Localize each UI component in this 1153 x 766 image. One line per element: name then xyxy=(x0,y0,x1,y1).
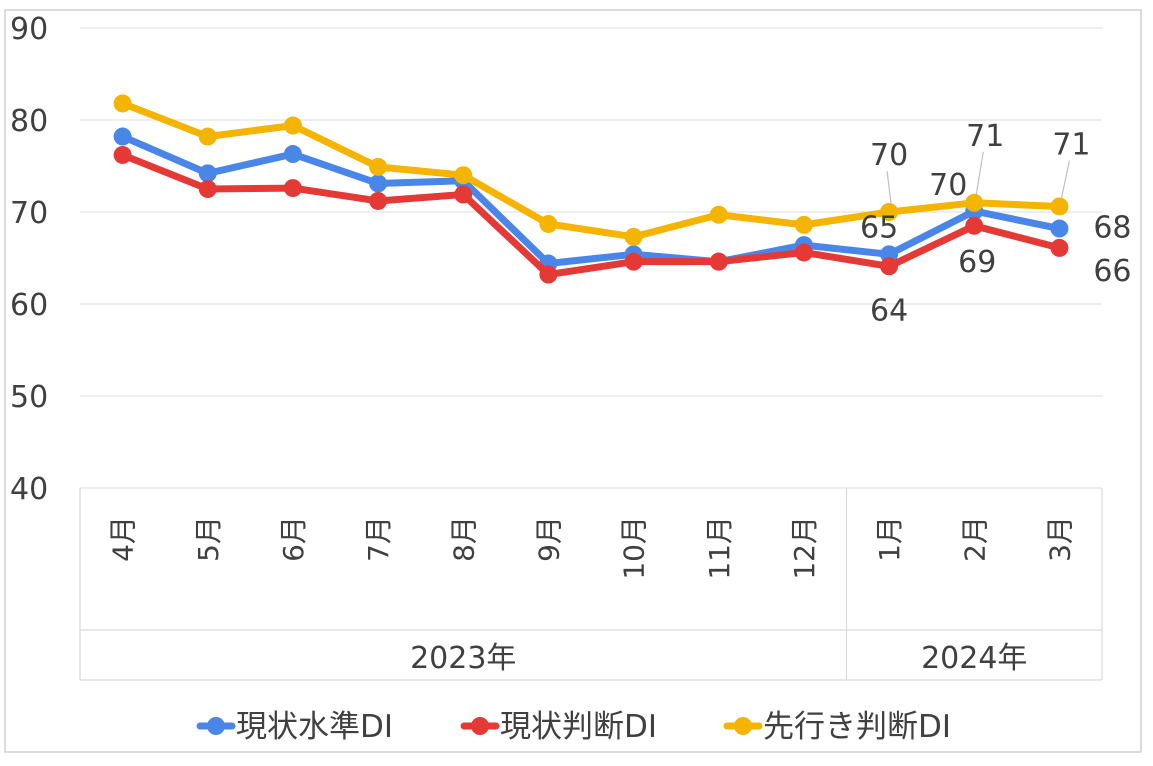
group-label: 2023年 xyxy=(410,641,516,676)
x-tick-label: 6月 xyxy=(277,516,310,562)
x-tick-label: 2月 xyxy=(958,516,991,562)
label-leader xyxy=(1060,160,1071,199)
legend-swatch-marker xyxy=(207,717,225,735)
x-tick-label: 4月 xyxy=(107,516,140,562)
y-tick-label: 90 xyxy=(10,12,48,47)
data-point xyxy=(965,216,984,235)
data-point xyxy=(454,166,473,185)
data-point xyxy=(198,164,217,183)
data-point xyxy=(198,180,217,198)
data-point xyxy=(369,174,388,193)
data-label: 64 xyxy=(870,293,908,328)
data-point xyxy=(113,127,132,146)
x-tick-label: 10月 xyxy=(618,516,651,580)
data-point xyxy=(794,243,813,262)
data-point xyxy=(539,214,558,233)
data-label: 68 xyxy=(1093,211,1131,246)
data-point xyxy=(454,185,473,204)
data-label: 71 xyxy=(966,119,1004,154)
data-point xyxy=(624,227,643,246)
legend-swatch-marker xyxy=(734,717,752,735)
series-lines xyxy=(113,94,1069,284)
x-tick-label: 3月 xyxy=(1043,516,1076,562)
x-tick-label: 8月 xyxy=(447,516,480,562)
data-point xyxy=(965,193,984,212)
x-tick-label: 11月 xyxy=(703,516,736,580)
legend-item: 現状水準DI xyxy=(196,709,393,745)
data-label: 70 xyxy=(870,138,908,173)
series-3 xyxy=(113,94,1069,246)
y-axis: 40 50 60 70 80 90 xyxy=(10,12,48,507)
data-label: 66 xyxy=(1093,254,1131,289)
y-tick-label: 60 xyxy=(10,288,48,323)
data-point xyxy=(624,252,643,271)
label-leader xyxy=(975,151,984,195)
data-label: 71 xyxy=(1052,127,1090,162)
x-tick-label: 12月 xyxy=(788,516,821,580)
legend-swatch-marker xyxy=(471,717,489,735)
data-label: 65 xyxy=(860,210,898,245)
legend-label: 現状水準DI xyxy=(236,709,393,745)
series-2 xyxy=(113,145,1069,284)
x-tick-label: 7月 xyxy=(362,516,395,562)
data-point xyxy=(1050,238,1069,257)
series-line xyxy=(119,133,1063,268)
data-point xyxy=(794,215,813,234)
data-point xyxy=(880,203,899,221)
gridlines xyxy=(80,27,1102,489)
x-tick-label: 5月 xyxy=(192,516,225,562)
y-tick-label: 40 xyxy=(10,472,48,507)
data-point xyxy=(283,179,302,198)
data-point xyxy=(369,191,388,210)
data-point xyxy=(539,265,558,284)
data-point xyxy=(709,205,728,224)
series-line xyxy=(119,99,1063,241)
legend-item: 現状判断DI xyxy=(460,709,657,745)
data-point xyxy=(1050,219,1069,238)
x-tick-label: 9月 xyxy=(532,516,565,562)
legend-label: 先行き判断DI xyxy=(763,709,951,745)
data-point xyxy=(198,127,217,146)
data-point xyxy=(880,257,899,276)
data-label: 70 xyxy=(929,168,967,203)
data-point xyxy=(1050,197,1069,216)
legend-item: 先行き判断DI xyxy=(723,709,951,745)
data-point xyxy=(709,252,728,271)
data-point xyxy=(283,145,302,164)
data-point xyxy=(113,94,132,113)
x-tick-label: 1月 xyxy=(873,516,906,562)
legend-label: 現状判断DI xyxy=(500,709,657,745)
data-label: 69 xyxy=(958,245,996,280)
data-point xyxy=(283,116,302,135)
x-axis: 4月 5月 6月 7月 8月 9月 10月 11月 12月 1月 2月 3月 2023年 2024年 xyxy=(79,488,1103,681)
group-label: 2024年 xyxy=(921,641,1027,676)
legend: 現状水準DI 現状判断DI 先行き判断DI xyxy=(196,709,951,745)
data-point xyxy=(369,157,388,176)
y-tick-label: 80 xyxy=(10,104,48,139)
label-leader xyxy=(886,170,892,205)
series-line xyxy=(119,151,1063,279)
y-tick-label: 50 xyxy=(10,380,48,415)
data-labels: 65 70 68 64 69 66 70 71 71 xyxy=(860,119,1132,328)
y-tick-label: 70 xyxy=(10,196,48,231)
data-point xyxy=(113,145,132,164)
